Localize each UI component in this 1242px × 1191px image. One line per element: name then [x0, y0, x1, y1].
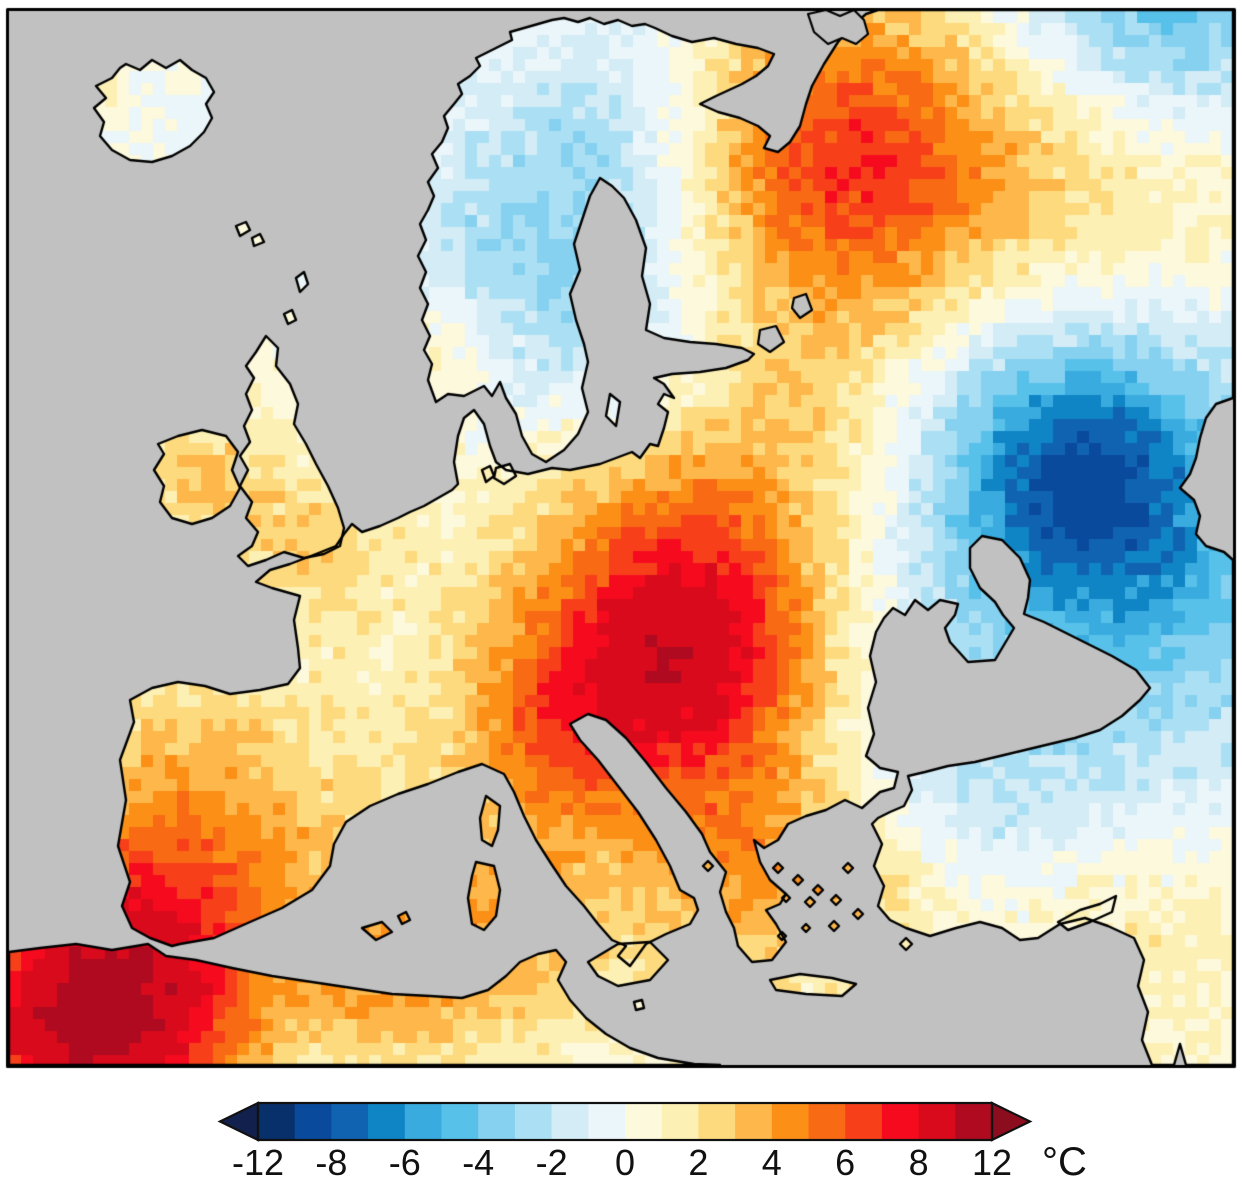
colorbar-segments	[258, 1103, 993, 1140]
colorbar-tick-label: -8	[315, 1142, 347, 1183]
colorbar-tick-label: -12	[232, 1142, 284, 1183]
colorbar-segment	[478, 1103, 516, 1140]
colorbar-unit-label: °C	[1042, 1140, 1087, 1184]
colorbar-tick-label: 8	[909, 1142, 929, 1183]
colorbar-segment	[771, 1103, 810, 1140]
colorbar-segment	[881, 1103, 920, 1140]
colorbar-segment	[588, 1103, 626, 1140]
colorbar-tick-labels: -12 -8 -6 -4 -2 0 2 4 6 8 12	[232, 1142, 1012, 1183]
colorbar-segment	[404, 1103, 443, 1140]
colorbar-tick-label: 6	[835, 1142, 855, 1183]
colorbar-tick-label: 4	[762, 1142, 782, 1183]
colorbar-segment	[955, 1103, 993, 1140]
colorbar-segment	[698, 1103, 736, 1140]
colorbar-tick-label: -6	[389, 1142, 421, 1183]
europe-temperature-anomaly-map	[0, 0, 1242, 1080]
colorbar-segment	[294, 1103, 332, 1140]
colorbar-segment	[661, 1103, 699, 1140]
colorbar-tick-label: 12	[972, 1142, 1012, 1183]
colorbar-segment	[551, 1103, 589, 1140]
colorbar-outline	[256, 1101, 994, 1142]
colorbar-tick-label: -2	[536, 1142, 568, 1183]
colorbar-segment	[514, 1103, 553, 1140]
colorbar-over-arrow	[990, 1101, 1033, 1142]
colorbar-tick-label: -4	[462, 1142, 494, 1183]
colorbar-segment	[625, 1103, 663, 1140]
colorbar-segment	[258, 1103, 296, 1140]
colorbar-segment	[331, 1103, 369, 1140]
colorbar-segment	[441, 1103, 479, 1140]
colorbar-tick-label: 2	[688, 1142, 708, 1183]
colorbar: -12 -8 -6 -4 -2 0 2 4 6 8 12 °C	[217, 1101, 1087, 1184]
colorbar-tick-label: 0	[615, 1142, 635, 1183]
colorbar-segment	[808, 1103, 846, 1140]
colorbar-under-arrow	[217, 1101, 260, 1142]
colorbar-segment	[735, 1103, 773, 1140]
colorbar-segment	[918, 1103, 956, 1140]
colorbar-segment	[368, 1103, 406, 1140]
colorbar-segment	[845, 1103, 883, 1140]
